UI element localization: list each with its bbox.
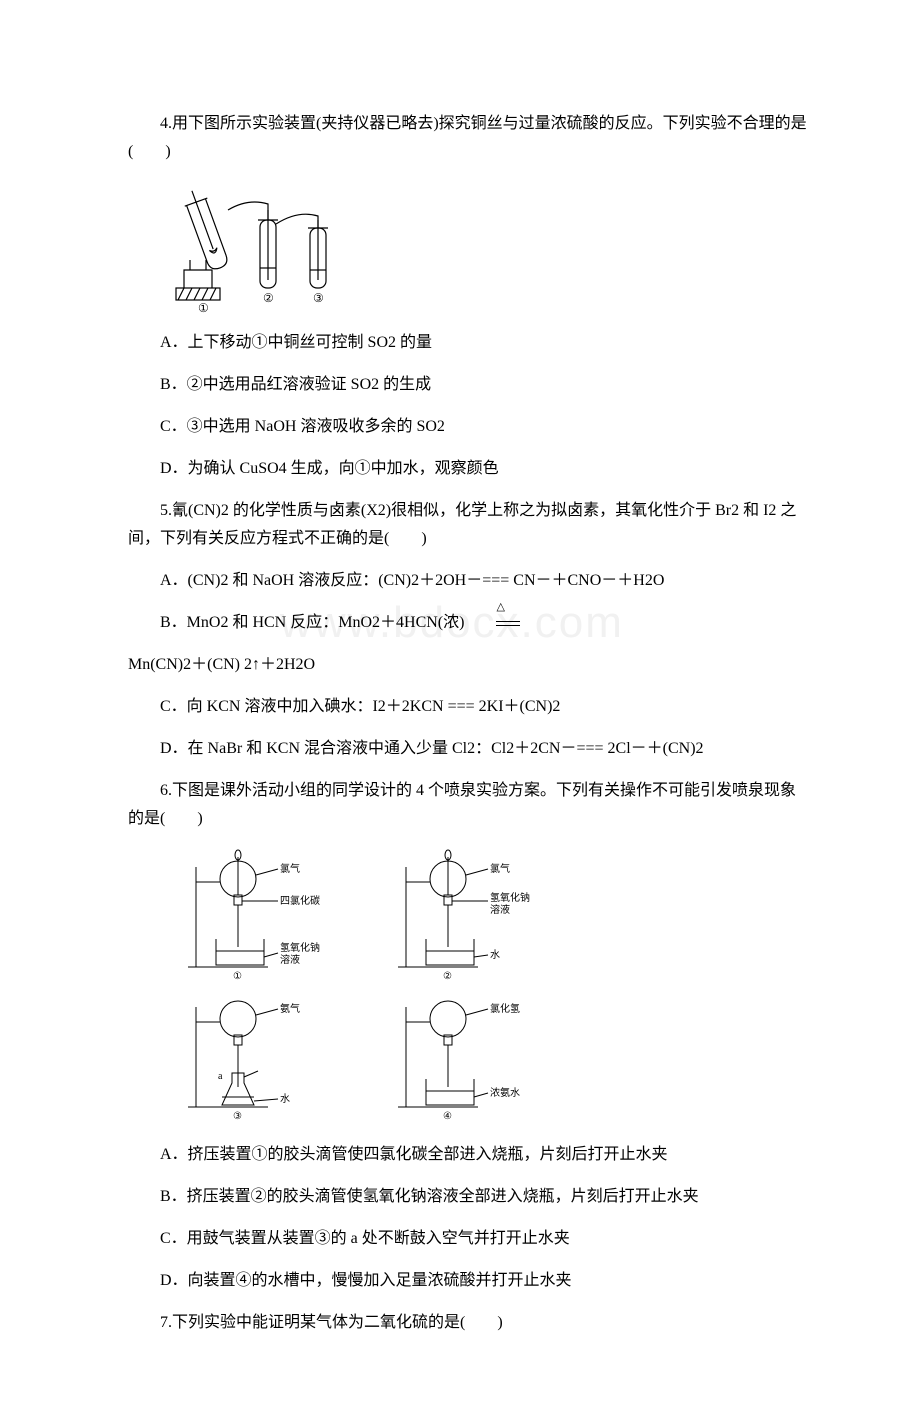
q5-optC: C．向 KCN 溶液中加入碘水：I2＋2KCN === 2KI＋(CN)2 [128, 693, 810, 721]
fig4-label-2: ② [263, 291, 274, 305]
q6-stem: 6.下图是课外活动小组的同学设计的 4 个喷泉实验方案。下列有关操作不可能引发喷… [128, 777, 810, 833]
q6-optA: A．挤压装置①的胶头滴管使四氯化碳全部进入烧瓶，片刻后打开止水夹 [128, 1141, 810, 1169]
svg-text:水: 水 [490, 949, 500, 961]
svg-text:浓氨水: 浓氨水 [490, 1086, 520, 1099]
q5-stem: 5.氰(CN)2 的化学性质与卤素(X2)很相似，化学上称之为拟卤素，其氧化性介… [128, 497, 810, 553]
svg-text:溶液: 溶液 [280, 953, 300, 966]
q5-optB-pre: B．MnO2 和 HCN 反应：MnO2＋4HCN(浓) [160, 614, 464, 631]
svg-text:氯气: 氯气 [280, 862, 300, 875]
svg-text:溶液: 溶液 [490, 903, 510, 916]
svg-text:氯气: 氯气 [490, 862, 510, 875]
svg-text:①: ① [233, 971, 242, 982]
q6-optB: B．挤压装置②的胶头滴管使氢氧化钠溶液全部进入烧瓶，片刻后打开止水夹 [128, 1183, 810, 1211]
svg-text:氨气: 氨气 [280, 1002, 300, 1015]
fig4-label-1: ① [198, 301, 209, 315]
q4-stem: 4.用下图所示实验装置(夹持仪器已略去)探究铜丝与过量浓硫酸的反应。下列实验不合… [128, 110, 810, 166]
svg-text:④: ④ [443, 1111, 452, 1122]
svg-text:四氯化碳: 四氯化碳 [280, 894, 320, 907]
svg-text:②: ② [443, 971, 452, 982]
reaction-condition-icon: △ [464, 609, 492, 637]
svg-text:氯化氢: 氯化氢 [490, 1002, 520, 1015]
svg-text:水: 水 [280, 1093, 290, 1105]
svg-text:a: a [218, 1071, 223, 1082]
q7-stem: 7.下列实验中能证明某气体为二氧化硫的是( ) [128, 1309, 810, 1337]
q4-optB: B．②中选用品红溶液验证 SO2 的生成 [128, 371, 810, 399]
q5-optB: B．MnO2 和 HCN 反应：MnO2＋4HCN(浓)△ [128, 609, 810, 637]
q6-optC: C．用鼓气装置从装置③的 a 处不断鼓入空气并打开止水夹 [128, 1225, 810, 1253]
q4-figure: ① ② ③ [168, 180, 810, 315]
q5-optA: A．(CN)2 和 NaOH 溶液反应：(CN)2＋2OH－=== CN－＋CN… [128, 567, 810, 595]
fig4-label-3: ③ [313, 291, 324, 305]
q5-optB-post: Mn(CN)2＋(CN) 2↑＋2H2O [128, 651, 810, 679]
q6-figure: 氯气 四氯化碳 氢氧化钠 溶液 ① [168, 847, 810, 1127]
q4-optC: C．③中选用 NaOH 溶液吸收多余的 SO2 [128, 413, 810, 441]
svg-text:氢氧化钠: 氢氧化钠 [490, 891, 530, 904]
q6-optD: D．向装置④的水槽中，慢慢加入足量浓硫酸并打开止水夹 [128, 1267, 810, 1295]
svg-text:氢氧化钠: 氢氧化钠 [280, 941, 320, 954]
svg-text:③: ③ [233, 1111, 242, 1122]
q4-optA: A．上下移动①中铜丝可控制 SO2 的量 [128, 329, 810, 357]
q5-optD: D．在 NaBr 和 KCN 混合溶液中通入少量 Cl2：Cl2＋2CN－===… [128, 735, 810, 763]
q4-optD: D．为确认 CuSO4 生成，向①中加水，观察颜色 [128, 455, 810, 483]
